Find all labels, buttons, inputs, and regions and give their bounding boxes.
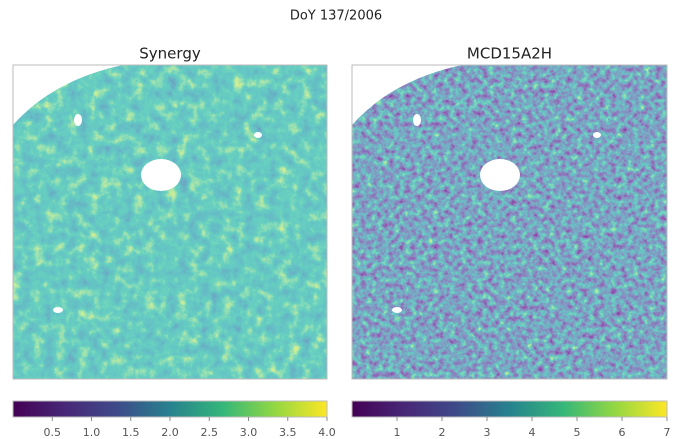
no-data [593, 132, 601, 138]
colorbar-tick-label: 1.5 [122, 426, 140, 439]
colorbar-tick-label: 4 [529, 426, 536, 439]
no-data [254, 132, 262, 138]
colorbar-tick-label: 2.5 [201, 426, 219, 439]
colorbar-tick-label: 1 [394, 426, 401, 439]
colorbar-tick-label: 5 [574, 426, 581, 439]
no-data [53, 307, 63, 313]
colorbar-tick-label: 4.0 [318, 426, 336, 439]
raster [13, 65, 327, 379]
no-data [413, 114, 421, 126]
figure: DoY 137/2006 Synergy 0.5 1.0 1.5 2.0 2.5 3.0 3.… [0, 0, 673, 439]
colorbar-tick-label: 3.0 [240, 426, 258, 439]
colorbar-tick-label: 6 [619, 426, 626, 439]
colorbar-tick-label: 2 [439, 426, 446, 439]
colorbar-tick-label: 0.5 [44, 426, 62, 439]
colorbar-tick-label: 2.0 [161, 426, 179, 439]
colorbar-tick-label: 1.0 [83, 426, 101, 439]
colorbar-tick-label: 3.5 [279, 426, 297, 439]
no-data [480, 159, 520, 191]
colorbar-tick-label: 7 [664, 426, 671, 439]
figure-title: DoY 137/2006 [290, 9, 382, 24]
no-data [141, 159, 181, 191]
no-data [392, 307, 402, 313]
colorbar-tick-label: 3 [484, 426, 491, 439]
panel-title: Synergy [139, 45, 201, 63]
colorbar [352, 401, 667, 417]
raster [352, 65, 667, 379]
no-data [74, 114, 82, 126]
colorbar [13, 401, 327, 417]
panel-title: MCD15A2H [467, 45, 552, 63]
